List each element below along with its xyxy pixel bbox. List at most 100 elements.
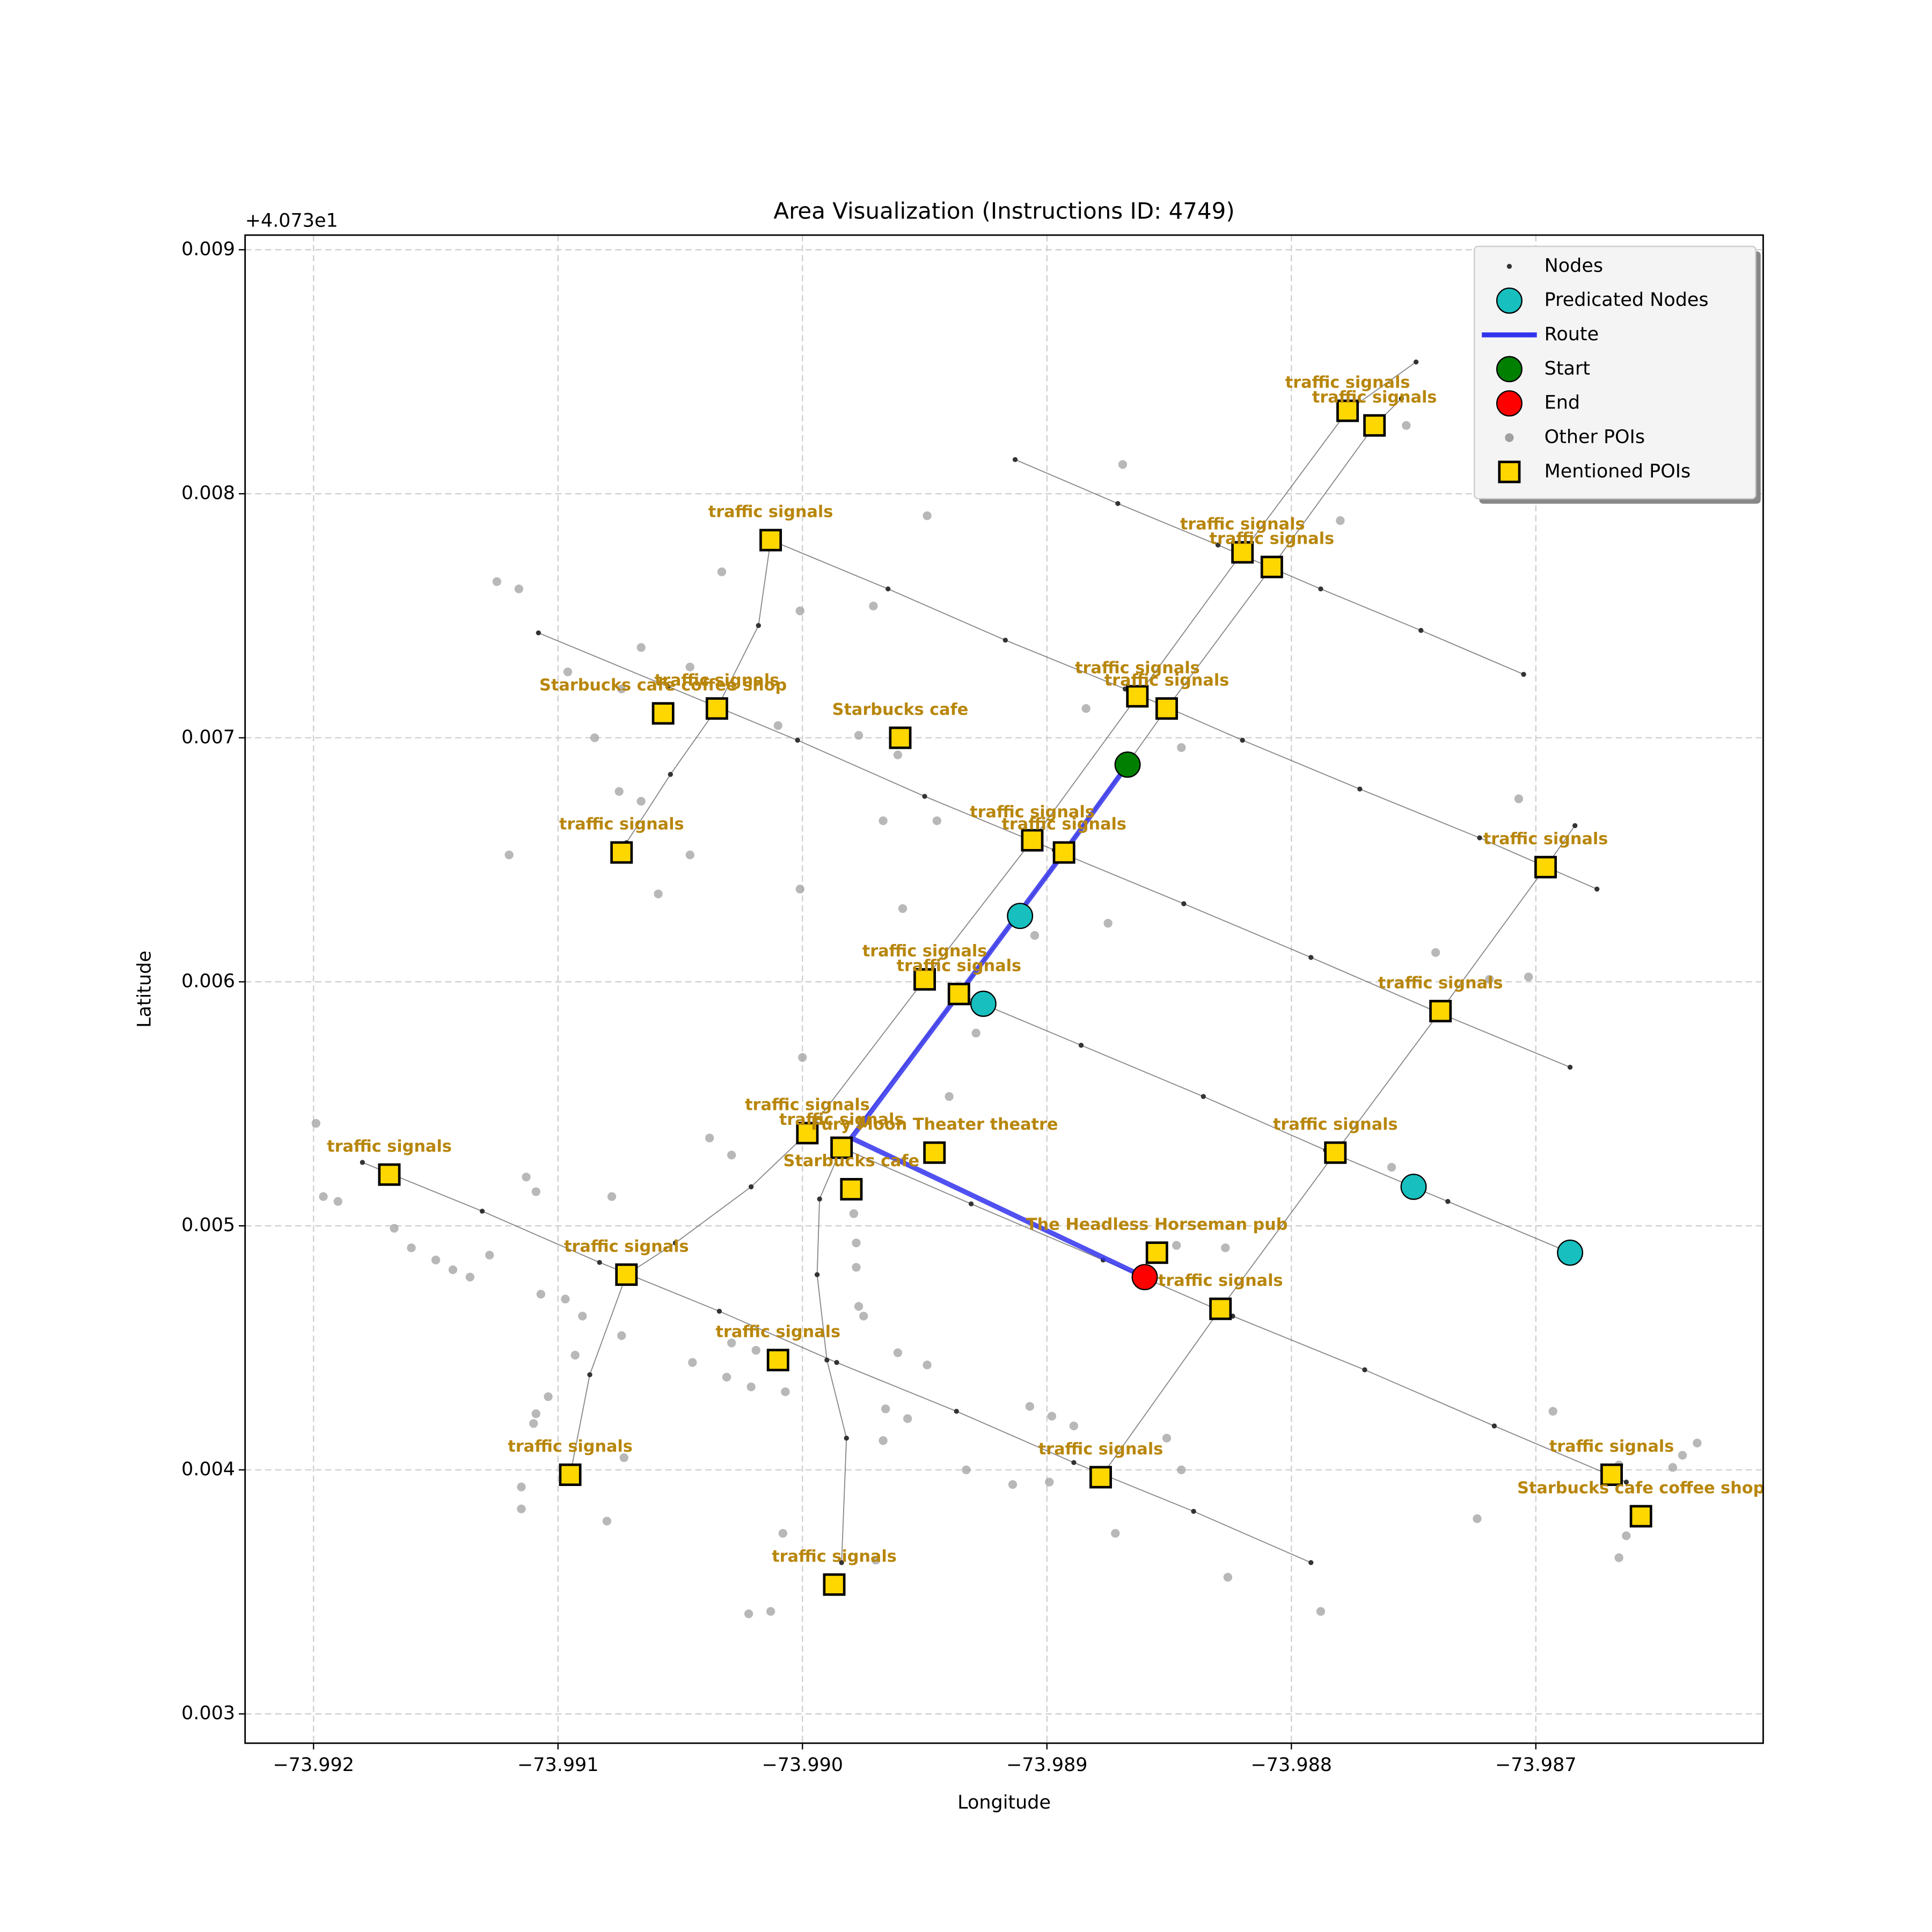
x-tick-label: −73.991 — [517, 1754, 599, 1776]
other-poi — [485, 1250, 494, 1260]
poi-label: traffic signals — [862, 942, 987, 961]
other-poi — [1548, 1407, 1557, 1416]
node — [922, 794, 927, 799]
node — [1623, 1479, 1629, 1485]
other-poi — [893, 1348, 903, 1357]
other-poi — [795, 606, 804, 616]
other-poi — [781, 1387, 790, 1396]
node — [1418, 628, 1424, 633]
node — [665, 684, 671, 689]
legend-label: Mentioned POIs — [1545, 460, 1691, 482]
poi-label: Starbucks cafe coffee shop — [539, 676, 787, 695]
x-tick-label: −73.989 — [1006, 1754, 1088, 1776]
node — [672, 1240, 678, 1246]
other-poi — [869, 602, 878, 611]
other-poi — [705, 1133, 714, 1143]
node — [795, 737, 800, 743]
node — [1308, 955, 1314, 960]
other-poi — [879, 1436, 888, 1445]
node — [1572, 823, 1578, 829]
other-poi — [1402, 421, 1411, 430]
other-poi — [531, 1409, 540, 1418]
legend: Nodes Predicated Nodes Route Start End Other … — [1474, 245, 1761, 504]
poi-square — [559, 1463, 582, 1486]
other-poi — [1473, 1514, 1482, 1523]
poi-label: traffic signals — [1483, 830, 1608, 848]
node-marker — [1007, 903, 1034, 930]
poi-square — [1126, 685, 1149, 708]
poi-label: traffic signals — [1104, 671, 1230, 690]
other-poi — [1387, 1162, 1396, 1172]
other-poi — [898, 904, 908, 913]
other-poi — [1162, 1433, 1172, 1443]
other-poi — [744, 1609, 753, 1619]
other-poi — [1081, 704, 1091, 713]
other-poi — [1524, 972, 1533, 982]
legend-label: Other POIs — [1545, 427, 1645, 448]
node — [479, 1209, 485, 1214]
node-marker — [1400, 1173, 1427, 1200]
poi-square — [923, 1141, 946, 1164]
node — [1201, 1094, 1206, 1099]
other-poi — [531, 1187, 540, 1196]
y-offset-text: +4.073e1 — [245, 210, 338, 231]
other-poi — [407, 1243, 416, 1253]
other-poi — [1336, 516, 1345, 525]
node — [536, 630, 541, 635]
y-axis-label: Latitude — [134, 950, 155, 1028]
other-poi — [1177, 743, 1186, 752]
other-poi — [517, 1504, 526, 1513]
node — [360, 1160, 365, 1165]
poi-square — [1231, 541, 1254, 564]
node — [1115, 501, 1121, 506]
node — [597, 1260, 602, 1265]
other-poi — [590, 733, 599, 742]
other-poi — [333, 1197, 342, 1206]
other-poi — [654, 889, 663, 898]
node — [1308, 1560, 1314, 1565]
other-poi — [563, 667, 573, 677]
poi-square — [1145, 1241, 1168, 1264]
poi-square — [823, 1573, 846, 1596]
poi-label: traffic signals — [1378, 974, 1503, 992]
poi-square — [1429, 1000, 1452, 1023]
node — [824, 1357, 830, 1363]
other-poi — [932, 816, 941, 825]
node — [1399, 396, 1404, 401]
x-tick-label: −73.990 — [762, 1754, 844, 1776]
poi-label: traffic signals — [715, 1323, 840, 1342]
other-poi — [971, 1028, 980, 1038]
other-poi — [773, 721, 782, 730]
poi-label: traffic signals — [779, 1110, 904, 1129]
poi-square — [1363, 414, 1386, 437]
road-line — [770, 539, 1598, 890]
node — [1491, 1423, 1497, 1429]
legend-marker — [1496, 287, 1523, 314]
y-tick-label: 0.008 — [181, 482, 235, 504]
other-poi — [311, 1119, 320, 1128]
other-poi — [319, 1192, 328, 1201]
node — [817, 1196, 822, 1202]
other-poi — [1103, 919, 1113, 928]
other-poi — [536, 1290, 546, 1299]
other-poi — [849, 1209, 859, 1218]
other-poi — [578, 1312, 587, 1321]
axes-frame — [244, 234, 1764, 1744]
other-poi — [514, 584, 524, 594]
other-poi — [798, 1053, 807, 1062]
other-poi — [854, 731, 863, 740]
node — [1002, 638, 1008, 643]
poi-square — [610, 841, 633, 864]
node-marker — [1557, 1239, 1584, 1266]
other-poi — [1047, 1411, 1057, 1421]
poi-label: traffic signals — [1038, 1440, 1163, 1459]
node — [1071, 1460, 1077, 1465]
node — [1477, 835, 1482, 840]
poi-label: traffic signals — [655, 671, 780, 690]
other-poi — [879, 816, 888, 825]
other-poi — [636, 796, 646, 806]
y-tick-label: 0.006 — [181, 970, 235, 992]
poi-label: traffic signals — [970, 803, 1095, 822]
other-poi — [1514, 794, 1524, 803]
legend-marker — [1496, 356, 1523, 383]
